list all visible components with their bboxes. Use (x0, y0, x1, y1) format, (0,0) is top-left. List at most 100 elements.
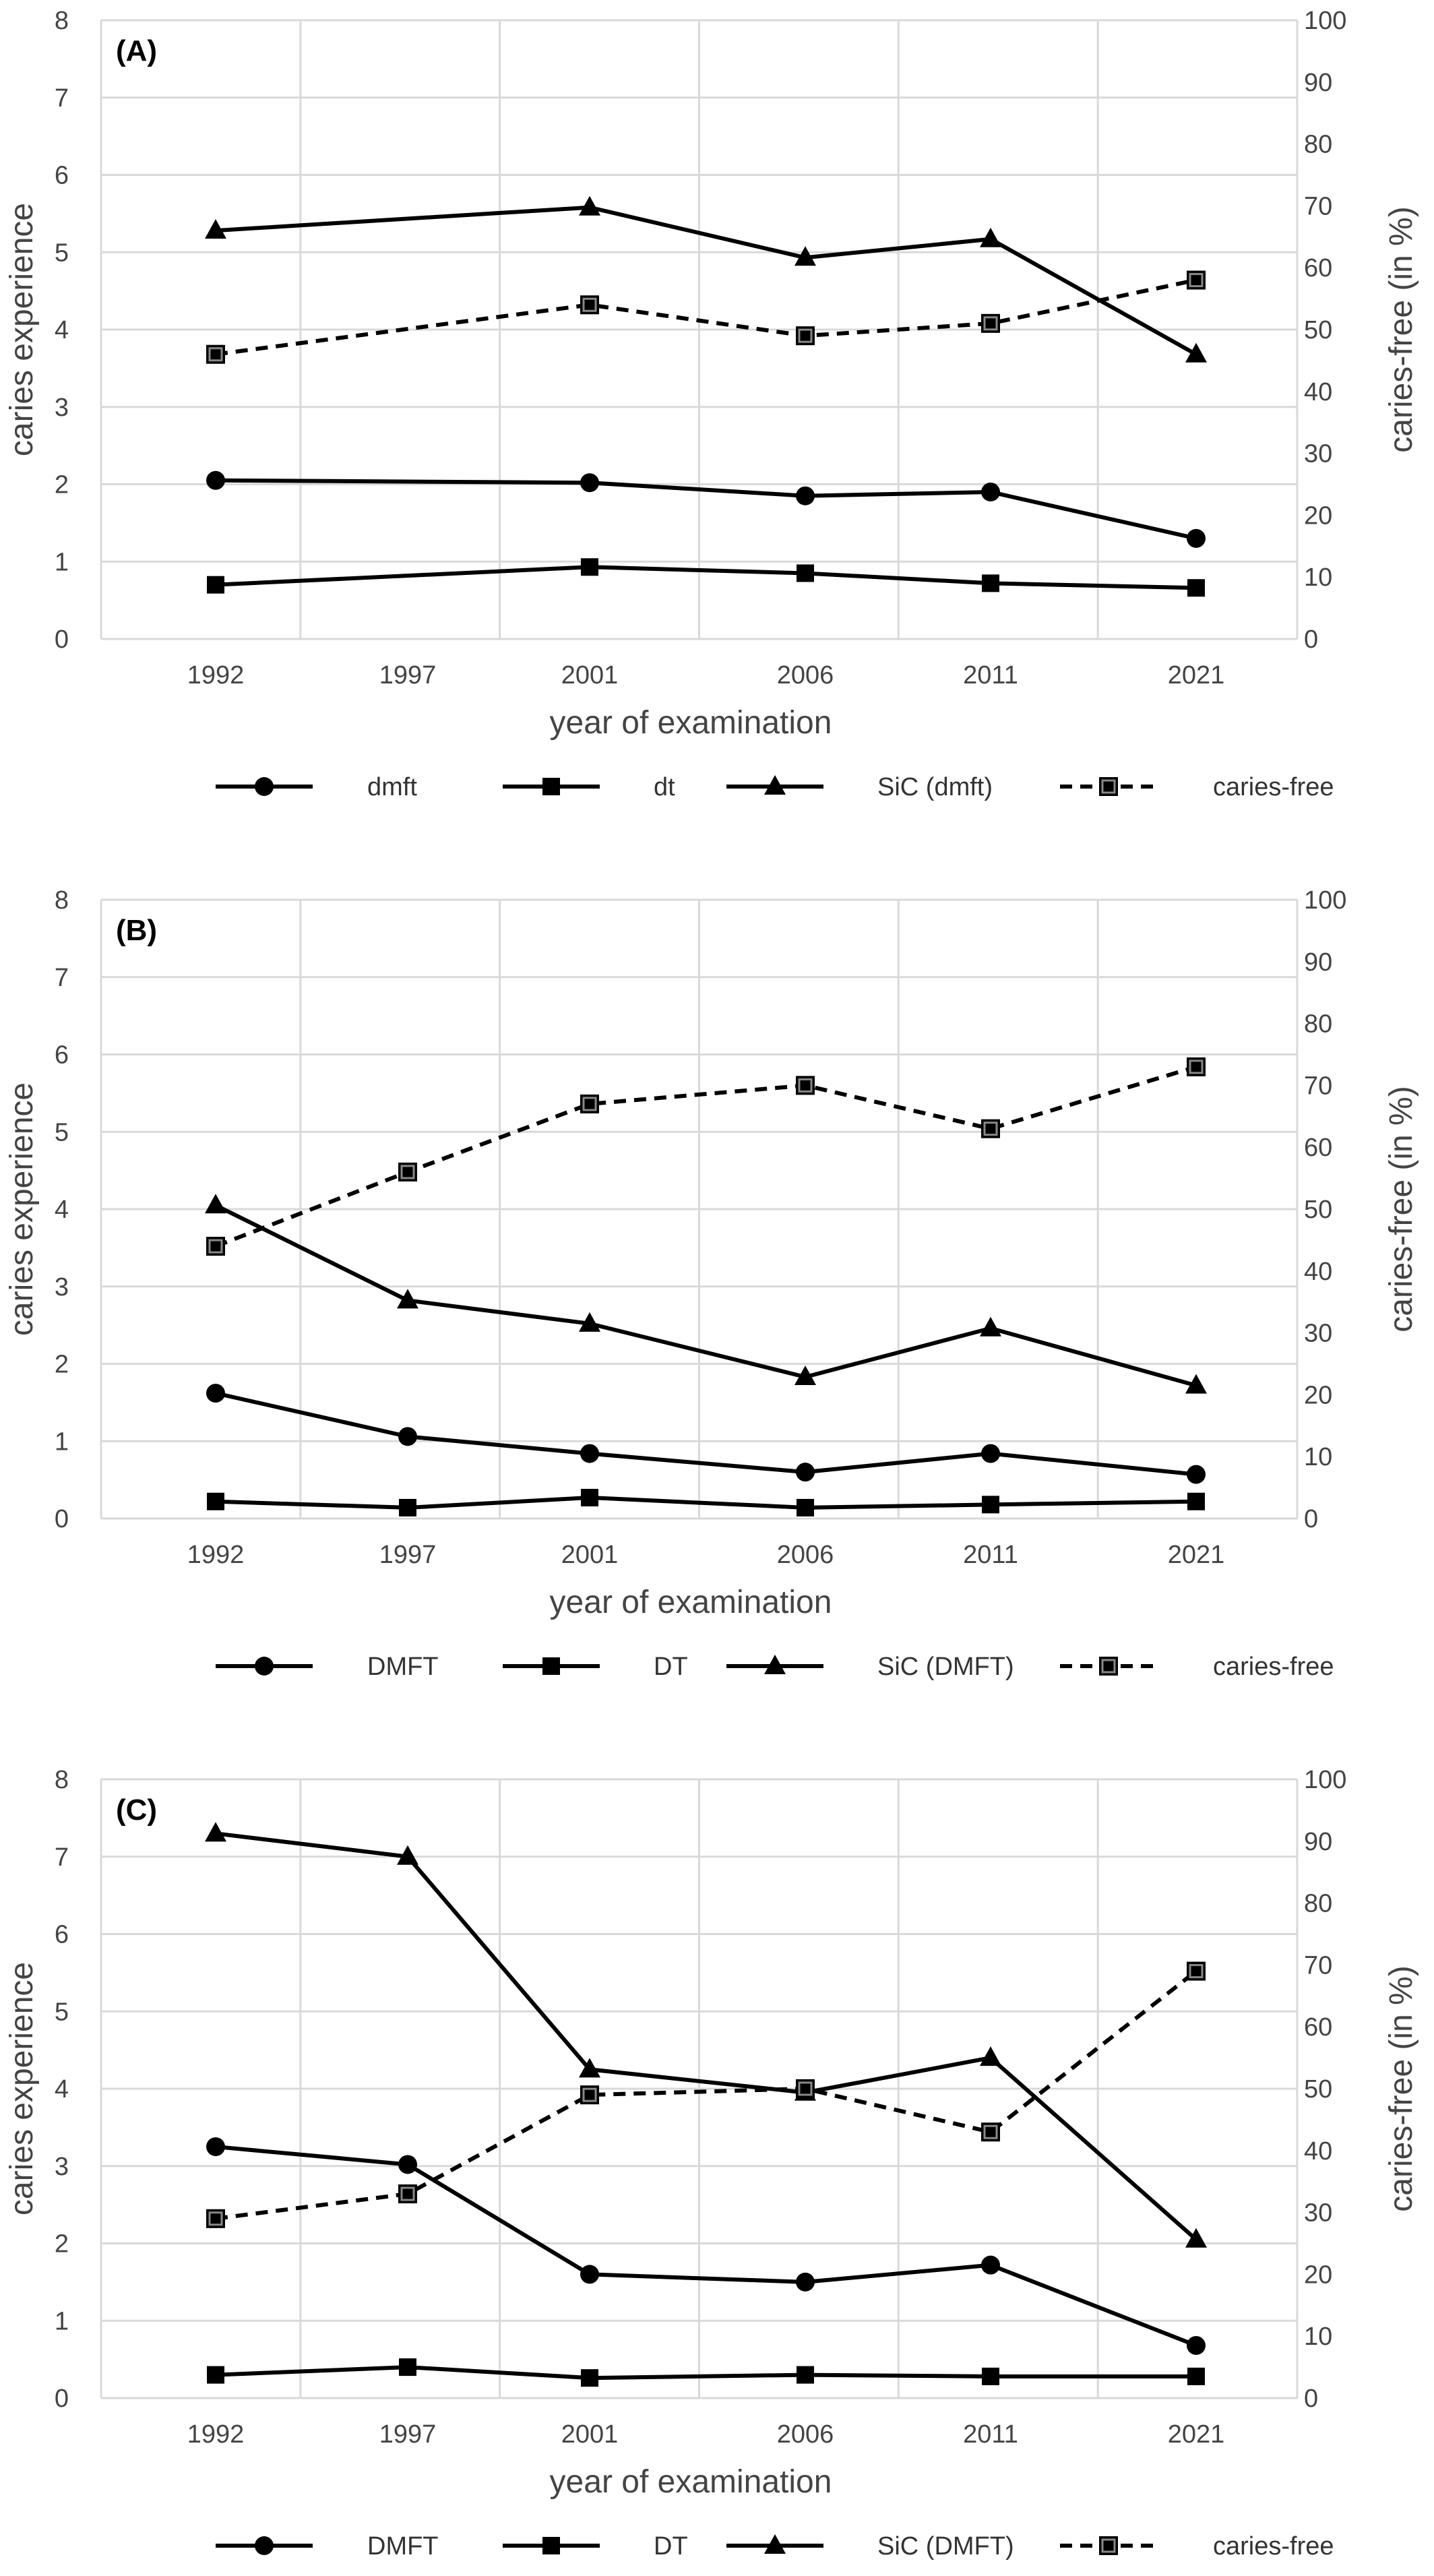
data-point-dmft (580, 1444, 599, 1463)
y-tick-label-right: 0 (1304, 1505, 1318, 1533)
y-tick-label-right: 100 (1304, 7, 1346, 35)
legend-marker (1099, 2536, 1118, 2555)
y-tick-label-left: 5 (55, 1998, 69, 2026)
y-tick-label-left: 1 (55, 548, 69, 576)
data-point-dmft (580, 473, 599, 493)
data-point-caries-free (1187, 1961, 1206, 1981)
y-tick-label-left: 3 (55, 2153, 69, 2181)
x-tick-label: 2001 (561, 1541, 619, 1569)
x-tick-label: 2011 (963, 2420, 1018, 2449)
data-point-dt (207, 2366, 224, 2384)
y-tick-label-right: 60 (1304, 2013, 1332, 2042)
y-tick-label-left: 8 (55, 7, 69, 35)
legend-label: SiC (dmft) (877, 773, 993, 801)
x-axis-title: year of examination (550, 1585, 832, 1620)
legend-label: DT (654, 2532, 688, 2560)
y-tick-label-right: 60 (1304, 1134, 1332, 1162)
x-tick-label: 2006 (777, 661, 834, 689)
data-point-sic (1185, 2228, 1207, 2248)
y-tick-label-right: 30 (1304, 1320, 1332, 1348)
data-point-dt (581, 558, 598, 576)
data-point-sic (1185, 342, 1207, 363)
data-point-dmft (981, 1444, 1000, 1463)
data-point-sic (579, 1312, 600, 1332)
legend-item-caries-free: caries-free (1060, 773, 1334, 801)
data-point-dmft (796, 1463, 815, 1482)
y-tick-label-right: 10 (1304, 563, 1332, 592)
series-line-sic (214, 1203, 1197, 1388)
legend-item-sic: SiC (DMFT) (726, 1653, 1014, 1681)
y-tick-label-right: 100 (1304, 886, 1346, 915)
y-tick-label-right: 50 (1304, 2075, 1332, 2104)
data-point-dmft (398, 1427, 417, 1446)
y-tick-label-left: 7 (55, 1843, 69, 1872)
y-tick-label-left: 6 (55, 1921, 69, 1949)
data-point-caries-free (580, 295, 599, 315)
y-axis-title-right: caries-free (in %) (1383, 1086, 1419, 1332)
x-tick-label: 1997 (379, 2420, 437, 2449)
y-tick-label-right: 10 (1304, 1443, 1332, 1471)
legend-marker (542, 2537, 560, 2554)
data-point-dt (797, 2366, 814, 2384)
data-point-sic (980, 2046, 1001, 2066)
data-point-sic (579, 2058, 600, 2078)
x-tick-label: 1997 (379, 1541, 437, 1569)
data-point-caries-free (796, 1076, 815, 1095)
data-point-sic (205, 219, 226, 239)
y-tick-label-right: 30 (1304, 440, 1332, 468)
data-point-sic (980, 1316, 1001, 1337)
y-tick-label-right: 50 (1304, 316, 1332, 344)
data-point-sic (1185, 1374, 1207, 1394)
data-point-caries-free (398, 2184, 417, 2204)
legend-marker (542, 1657, 560, 1675)
x-tick-label: 2021 (1168, 1541, 1225, 1569)
legend-item-sic: SiC (DMFT) (726, 2532, 1014, 2560)
y-tick-label-left: 0 (55, 1505, 69, 1533)
data-point-sic (397, 1845, 418, 1865)
y-tick-label-right: 20 (1304, 501, 1332, 530)
legend-item-dmft: dmft (216, 773, 417, 801)
data-point-caries-free (580, 1094, 599, 1113)
y-tick-label-right: 100 (1304, 1766, 1346, 1794)
legend-item-dmft: DMFT (216, 2532, 439, 2560)
y-tick-label-left: 2 (55, 2230, 69, 2259)
panel-label: (A) (116, 34, 157, 67)
legend-marker (255, 2536, 274, 2555)
data-point-caries-free (796, 326, 815, 346)
data-point-dt (399, 1498, 416, 1516)
data-point-dmft (1187, 528, 1206, 548)
data-point-dmft (398, 2155, 417, 2174)
data-point-sic (397, 1289, 418, 1309)
data-point-caries-free (796, 2079, 815, 2098)
y-tick-label-right: 90 (1304, 69, 1332, 97)
y-tick-label-right: 60 (1304, 254, 1332, 282)
y-tick-label-left: 5 (55, 239, 69, 267)
y-tick-label-left: 4 (55, 1196, 69, 1224)
y-tick-label-right: 40 (1304, 1258, 1332, 1286)
data-point-dt (797, 1498, 814, 1516)
x-tick-label: 1992 (187, 2420, 245, 2449)
y-tick-label-right: 70 (1304, 192, 1332, 220)
y-tick-label-left: 8 (55, 1766, 69, 1794)
x-tick-label: 1992 (187, 1541, 245, 1569)
y-axis-title-left: caries experience (4, 203, 40, 456)
y-tick-label-right: 50 (1304, 1196, 1332, 1224)
series-line-sic (215, 1831, 1197, 2242)
y-tick-label-right: 10 (1304, 2323, 1332, 2351)
x-tick-label: 2021 (1168, 2420, 1225, 2449)
data-point-dt (1187, 579, 1205, 597)
y-tick-label-left: 4 (55, 2075, 69, 2104)
y-tick-label-right: 20 (1304, 1381, 1332, 1409)
legend-label: caries-free (1213, 1653, 1334, 1681)
legend-label: caries-free (1213, 2532, 1334, 2560)
data-point-sic (205, 1194, 226, 1214)
data-point-dmft (580, 2265, 599, 2284)
x-tick-label: 2021 (1168, 661, 1225, 689)
data-point-dmft (1187, 1465, 1206, 1484)
panel-label: (C) (116, 1793, 157, 1827)
y-tick-label-right: 40 (1304, 378, 1332, 406)
series-line-dmft (215, 2145, 1197, 2348)
y-tick-label-right: 30 (1304, 2199, 1332, 2228)
data-point-sic (579, 195, 600, 216)
